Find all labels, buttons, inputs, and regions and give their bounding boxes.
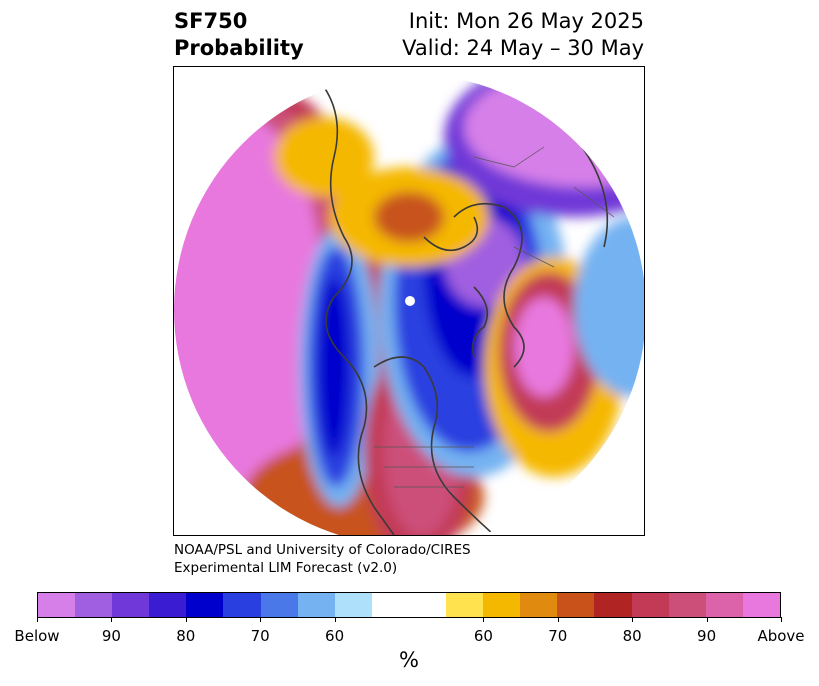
polar-map: [173, 66, 645, 536]
colorbar-swatch: [408, 593, 447, 617]
colorbar-tick-mark: [334, 617, 336, 622]
colorbar-tick-label: Above: [757, 627, 805, 645]
colorbar-swatch: [223, 593, 261, 617]
colorbar-tick-mark: [632, 617, 634, 622]
colorbar-swatch: [705, 593, 743, 617]
colorbar-swatch: [594, 593, 632, 617]
colorbar-swatch: [149, 593, 187, 617]
colorbar-swatch: [371, 593, 409, 617]
colorbar-tick-mark: [706, 617, 708, 622]
colorbar-swatch: [631, 593, 669, 617]
colorbar-tick-label: 90: [697, 627, 717, 645]
colorbar-tick-label: Below: [14, 627, 60, 645]
colorbar-swatch: [520, 593, 558, 617]
colorbar-swatch: [260, 593, 298, 617]
colorbar-tick-mark: [185, 617, 187, 622]
colorbar-tick-mark: [260, 617, 262, 622]
colorbar-tick-label: 90: [101, 627, 121, 645]
variable-title: SF750: [174, 9, 248, 33]
colorbar-tick-label: 60: [473, 627, 493, 645]
colorbar-tick-mark: [37, 617, 38, 622]
colorbar-tick-label: 60: [325, 627, 345, 645]
credit-line-1: NOAA/PSL and University of Colorado/CIRE…: [174, 542, 471, 558]
title-left: SF750 Probability: [174, 8, 304, 62]
colorbar-tick-mark: [781, 617, 782, 622]
valid-range: Valid: 24 May – 30 May: [402, 36, 644, 60]
credit-line-2: Experimental LIM Forecast (v2.0): [174, 560, 398, 576]
credit-text: NOAA/PSL and University of Colorado/CIRE…: [174, 541, 471, 577]
colorbar-tick-label: 80: [622, 627, 642, 645]
colorbar-tick-mark: [483, 617, 485, 622]
colorbar-tick-label: 70: [548, 627, 568, 645]
colorbar-swatch: [742, 593, 780, 617]
colorbar-swatch: [557, 593, 595, 617]
colorbar-swatch: [75, 593, 113, 617]
colorbar-swatch: [112, 593, 150, 617]
colorbar-swatch: [38, 593, 76, 617]
colorbar-swatch: [483, 593, 521, 617]
colorbar-tick-mark: [557, 617, 559, 622]
title-right: Init: Mon 26 May 2025 Valid: 24 May – 30…: [402, 8, 644, 62]
colorbar-tick-label: 70: [250, 627, 270, 645]
colorbar-swatch: [446, 593, 484, 617]
colorbar-swatch: [297, 593, 335, 617]
colorbar-swatch: [186, 593, 224, 617]
probability-field-map: [174, 74, 644, 535]
product-title: Probability: [174, 36, 304, 60]
colorbar-tick-label: 80: [176, 627, 196, 645]
colorbar: [37, 592, 781, 618]
colorbar-unit: %: [399, 648, 419, 672]
colorbar-swatch: [668, 593, 706, 617]
colorbar-swatch: [334, 593, 372, 617]
init-date: Init: Mon 26 May 2025: [408, 9, 644, 33]
colorbar-tick-mark: [111, 617, 113, 622]
